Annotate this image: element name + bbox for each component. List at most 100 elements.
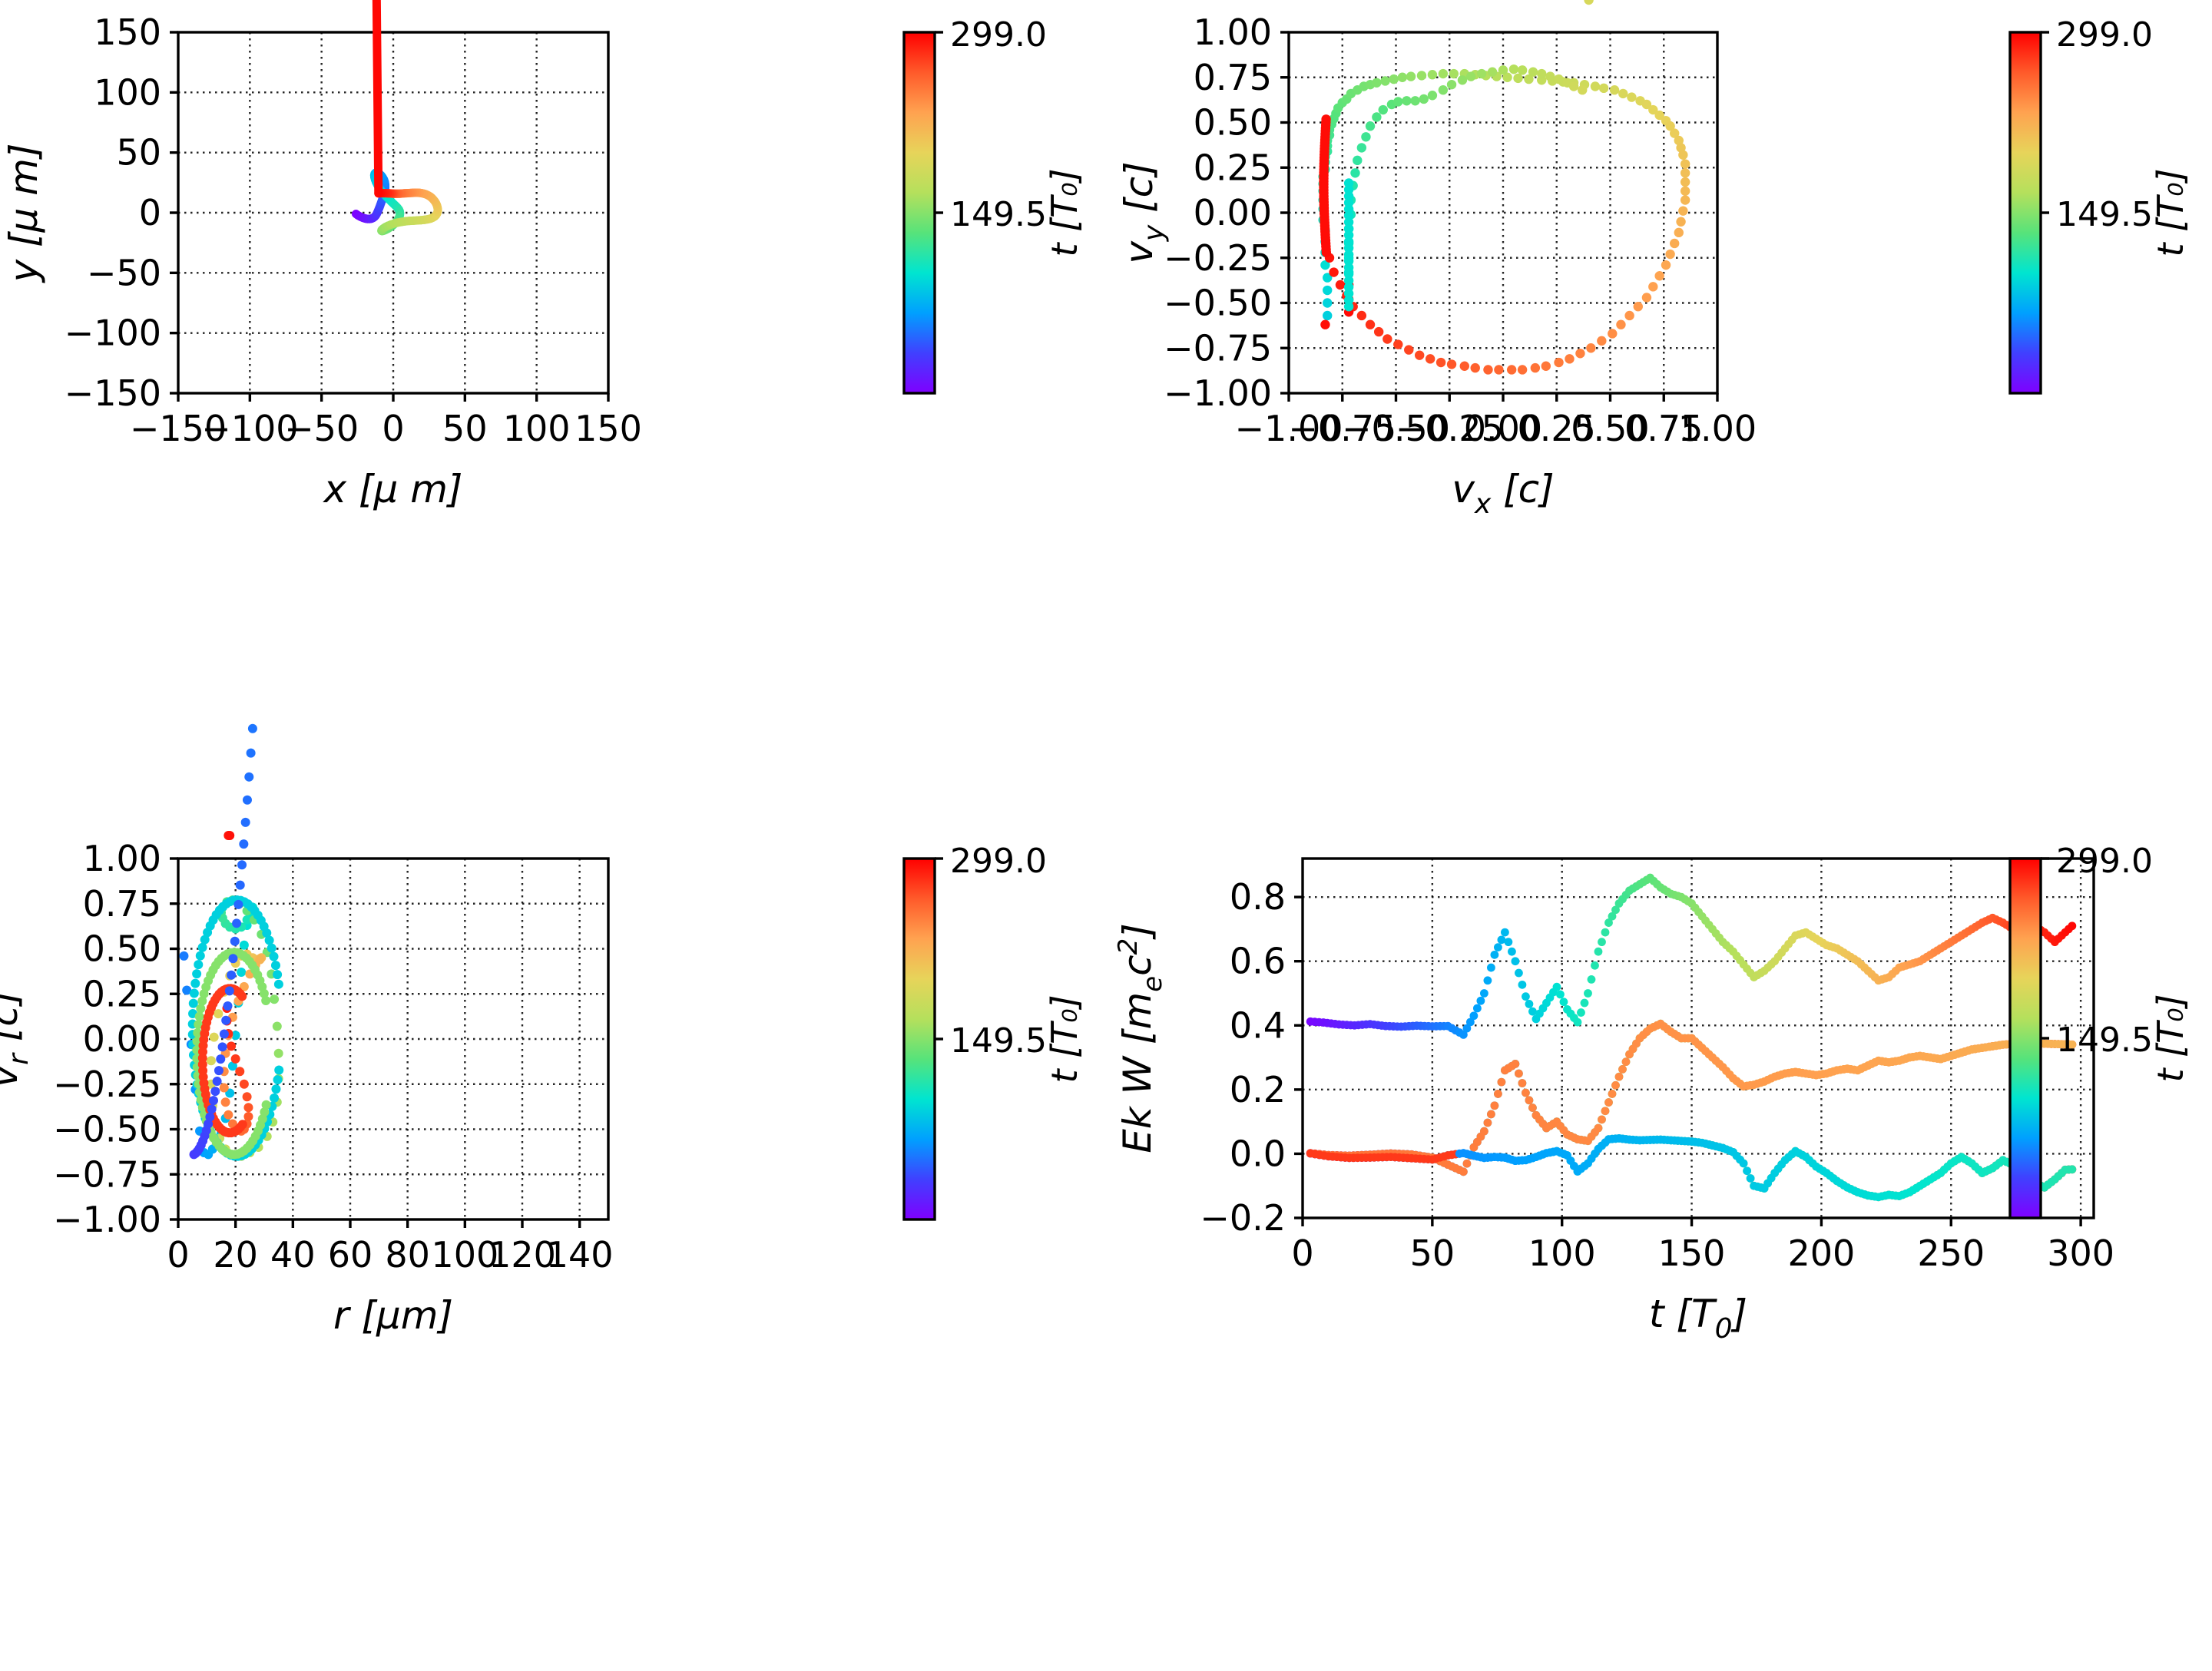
data-point xyxy=(1601,1107,1610,1116)
xtick-label: −0.25 xyxy=(1396,408,1504,449)
data-point xyxy=(270,1093,280,1103)
data-point xyxy=(242,1092,252,1102)
data-point xyxy=(1329,267,1339,277)
data-point xyxy=(1508,947,1516,956)
panel-xy-svg: −150−100−50 0 50 100 150−150−100−50050100150… xyxy=(2,0,1085,511)
data-point xyxy=(1497,1077,1506,1087)
data-point xyxy=(272,1021,282,1031)
plot-content-ekt: 0 50 100 150 200 250 300 −0.2 0.0 0.2 0.4 0.6 0.8 t [… xyxy=(1113,842,2191,1345)
data-point xyxy=(1372,78,1382,88)
data-point xyxy=(212,1077,222,1087)
data-point xyxy=(1618,88,1628,99)
data-point xyxy=(1323,298,1333,308)
data-point xyxy=(1670,128,1680,138)
data-point xyxy=(1525,1096,1534,1105)
data-point xyxy=(1446,79,1457,90)
ytick-label: −1.00 xyxy=(1164,372,1272,414)
xaxis-label-var: v xyxy=(1452,467,1475,511)
data-point xyxy=(194,960,204,970)
data-point xyxy=(1568,81,1579,91)
data-point xyxy=(247,723,257,733)
data-point xyxy=(1554,357,1564,368)
xtick-label: 250 xyxy=(1917,1233,1985,1274)
xtick-label: −0.50 xyxy=(1342,408,1450,449)
yaxis-label-sub: r xyxy=(3,1052,35,1065)
colorbar-tick-label-max: 299.0 xyxy=(950,15,1047,55)
data-point xyxy=(1580,998,1589,1008)
data-point xyxy=(1389,74,1399,84)
data-point xyxy=(1320,319,1330,329)
data-point xyxy=(1356,310,1367,321)
yaxis-label-composed: vy [c] xyxy=(1117,161,1170,263)
yaxis-label-sub: e xyxy=(1137,976,1168,992)
data-point xyxy=(239,839,249,849)
xtick-label: 50 xyxy=(1410,1233,1455,1274)
data-point xyxy=(1670,238,1680,249)
data-point xyxy=(1594,1123,1603,1133)
data-point xyxy=(1577,1008,1585,1017)
data-point xyxy=(1457,75,1468,85)
yaxis-label-composed: Ek W [mec2] xyxy=(1113,923,1168,1153)
xtick-label: 0.75 xyxy=(1624,408,1703,449)
data-point xyxy=(260,1107,270,1117)
ytick-label: 100 xyxy=(94,71,161,113)
data-point xyxy=(224,1110,233,1120)
ytick-label: −0.75 xyxy=(53,1153,161,1195)
data-point xyxy=(1665,249,1675,260)
data-point xyxy=(208,1096,218,1106)
data-point xyxy=(1462,1024,1472,1033)
data-point xyxy=(1402,96,1412,106)
yaxis-label-unit: [c] xyxy=(1117,161,1161,224)
data-point xyxy=(1459,1031,1468,1039)
colorbar-tick-label-mid: 149.5 xyxy=(2056,195,2153,234)
data-point xyxy=(1624,310,1634,321)
data-point xyxy=(1680,195,1690,205)
data-point xyxy=(267,943,276,953)
data-point xyxy=(1382,334,1392,344)
panel-xy-trajectory: −150 −100 −50 0 50 100 150 −150 −100 −50 0 50 100 150… xyxy=(0,0,1106,836)
trajectory-segment xyxy=(372,0,383,198)
yaxis-label: y [μ m] xyxy=(2,144,46,284)
data-point xyxy=(225,831,235,840)
xtick-label: −150 xyxy=(130,408,227,449)
data-point xyxy=(1608,912,1617,921)
data-point xyxy=(228,954,238,964)
data-point xyxy=(230,936,240,946)
data-point xyxy=(1506,365,1517,375)
data-point xyxy=(225,1088,235,1098)
xtick-label: 0 xyxy=(382,408,404,449)
ytick-label: 0.75 xyxy=(1194,57,1272,98)
data-point xyxy=(1353,155,1363,166)
ytick-label: 50 xyxy=(116,132,161,174)
ytick-label: −50 xyxy=(87,252,161,293)
data-point xyxy=(1598,938,1606,947)
data-point xyxy=(1404,345,1414,355)
data-point xyxy=(1397,72,1408,82)
data-point xyxy=(235,1067,245,1077)
ytick-label: −0.25 xyxy=(1164,237,1272,279)
ytick-label: 0.00 xyxy=(83,1018,161,1060)
colorbar-swatch xyxy=(902,31,936,395)
data-point xyxy=(1616,319,1626,329)
data-point xyxy=(200,935,210,945)
data-point xyxy=(1633,302,1643,312)
panel-vx-vy: −1.00 −0.75 −0.50 −0.25 0.00 0.25 0.50 0.75 1.00… xyxy=(1106,0,2212,836)
data-point xyxy=(1365,121,1376,131)
data-point xyxy=(237,968,247,978)
data-point xyxy=(1559,998,1568,1007)
data-point xyxy=(1674,135,1684,146)
data-point xyxy=(1609,85,1620,95)
data-point xyxy=(242,915,252,925)
data-point xyxy=(271,1084,281,1094)
data-point xyxy=(270,994,280,1004)
yaxis-label-sub: y xyxy=(1138,224,1170,242)
data-point xyxy=(1380,76,1390,86)
data-point xyxy=(1661,260,1671,270)
data-point xyxy=(224,986,234,996)
data-point xyxy=(1528,1007,1537,1016)
data-point xyxy=(1522,992,1530,1001)
ytick-label: −0.25 xyxy=(53,1064,161,1105)
data-point xyxy=(1598,1115,1606,1124)
data-point xyxy=(1472,1004,1482,1013)
ytick-label: −0.50 xyxy=(1164,283,1272,324)
